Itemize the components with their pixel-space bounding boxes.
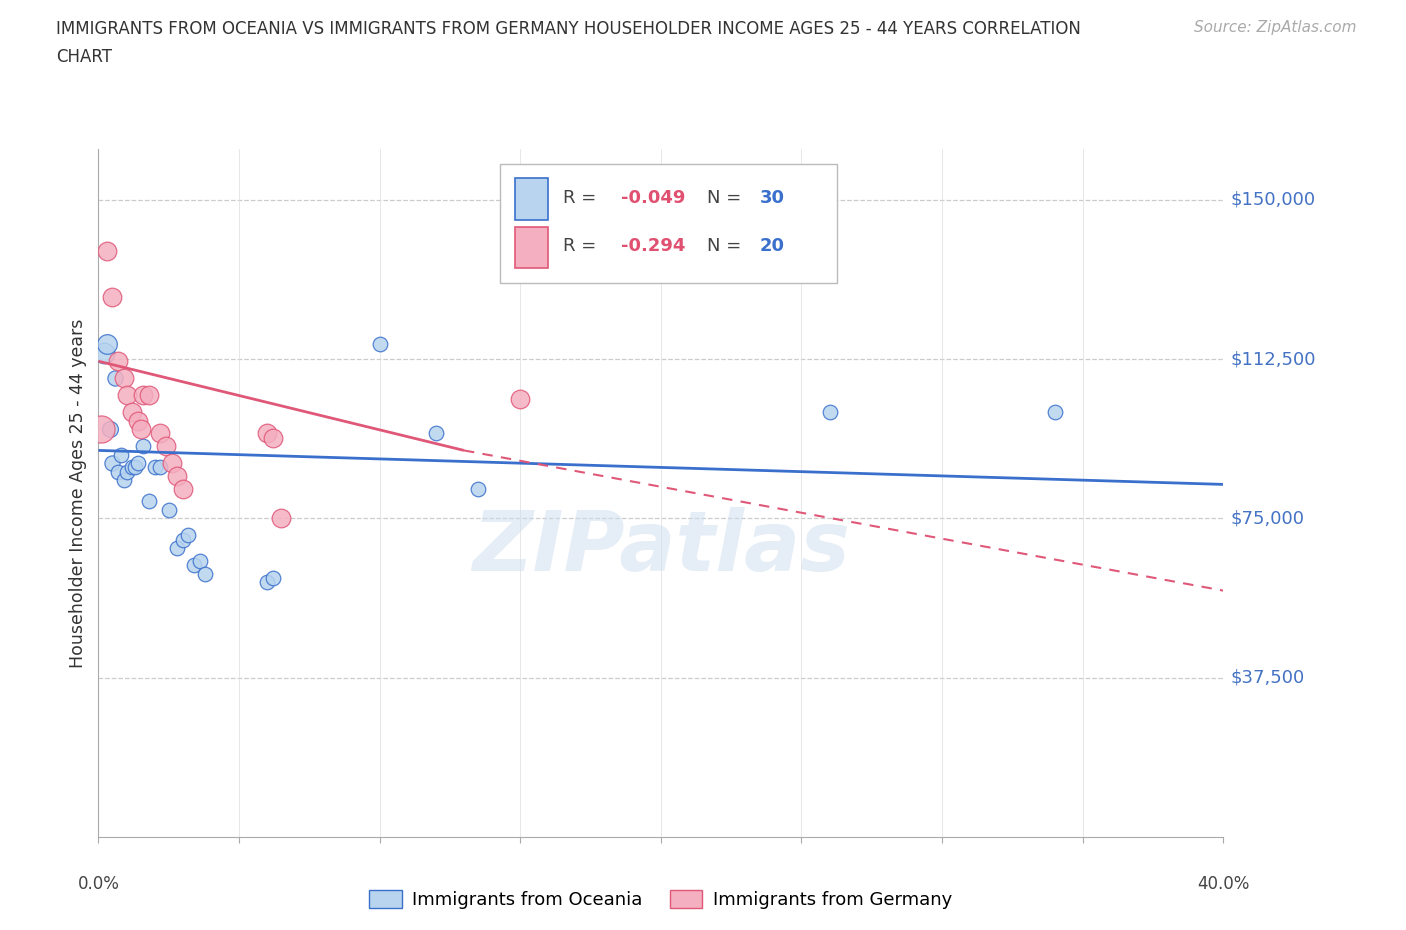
Point	[98, 421, 121, 436]
Text: 0.0%: 0.0%	[77, 875, 120, 893]
Point	[270, 511, 292, 525]
Point	[256, 426, 278, 441]
Point	[1043, 405, 1066, 419]
Point	[115, 388, 138, 403]
Point	[112, 371, 135, 386]
Point	[149, 426, 172, 441]
Point	[132, 388, 155, 403]
Point	[96, 244, 118, 259]
Point	[104, 371, 127, 386]
Point	[183, 558, 205, 573]
Text: -0.049: -0.049	[621, 189, 686, 206]
Point	[818, 405, 841, 419]
Point	[115, 464, 138, 479]
Point	[194, 566, 217, 581]
Text: $150,000: $150,000	[1230, 191, 1316, 208]
Point	[112, 472, 135, 487]
Point	[368, 337, 391, 352]
Point	[509, 392, 531, 407]
Point	[172, 481, 194, 496]
Text: IMMIGRANTS FROM OCEANIA VS IMMIGRANTS FROM GERMANY HOUSEHOLDER INCOME AGES 25 - : IMMIGRANTS FROM OCEANIA VS IMMIGRANTS FR…	[56, 20, 1081, 38]
Point	[124, 460, 146, 475]
Point	[262, 431, 284, 445]
Text: 40.0%: 40.0%	[1197, 875, 1250, 893]
Point	[90, 421, 112, 436]
Point	[93, 345, 115, 360]
Point	[166, 469, 188, 484]
Text: 30: 30	[759, 189, 785, 206]
Text: ZIPatlas: ZIPatlas	[472, 508, 849, 589]
Text: N =: N =	[707, 189, 747, 206]
Point	[160, 456, 183, 471]
Point	[96, 337, 118, 352]
Text: $112,500: $112,500	[1230, 350, 1316, 368]
Point	[157, 502, 180, 517]
Point	[129, 421, 152, 436]
Y-axis label: Householder Income Ages 25 - 44 years: Householder Income Ages 25 - 44 years	[69, 318, 87, 668]
Point	[425, 426, 447, 441]
FancyBboxPatch shape	[501, 164, 838, 283]
Point	[467, 481, 489, 496]
Point	[256, 575, 278, 590]
Text: -0.294: -0.294	[621, 237, 686, 255]
Text: N =: N =	[707, 237, 747, 255]
Point	[110, 447, 132, 462]
Point	[101, 456, 124, 471]
Point	[121, 460, 143, 475]
Point	[177, 528, 200, 543]
Text: R =: R =	[562, 237, 602, 255]
Point	[107, 353, 129, 368]
Point	[262, 570, 284, 585]
Point	[107, 464, 129, 479]
Point	[172, 532, 194, 547]
Point	[188, 553, 211, 568]
Point	[155, 439, 177, 454]
FancyBboxPatch shape	[515, 227, 548, 268]
FancyBboxPatch shape	[515, 179, 548, 219]
Text: $75,000: $75,000	[1230, 510, 1305, 527]
Text: CHART: CHART	[56, 48, 112, 66]
Point	[132, 439, 155, 454]
Text: $37,500: $37,500	[1230, 669, 1305, 686]
Point	[138, 494, 160, 509]
Point	[149, 460, 172, 475]
Text: Source: ZipAtlas.com: Source: ZipAtlas.com	[1194, 20, 1357, 35]
Point	[101, 290, 124, 305]
Point	[143, 460, 166, 475]
Legend: Immigrants from Oceania, Immigrants from Germany: Immigrants from Oceania, Immigrants from…	[361, 883, 960, 916]
Point	[166, 540, 188, 555]
Text: 20: 20	[759, 237, 785, 255]
Point	[127, 413, 149, 428]
Point	[127, 456, 149, 471]
Point	[138, 388, 160, 403]
Point	[121, 405, 143, 419]
Text: R =: R =	[562, 189, 602, 206]
